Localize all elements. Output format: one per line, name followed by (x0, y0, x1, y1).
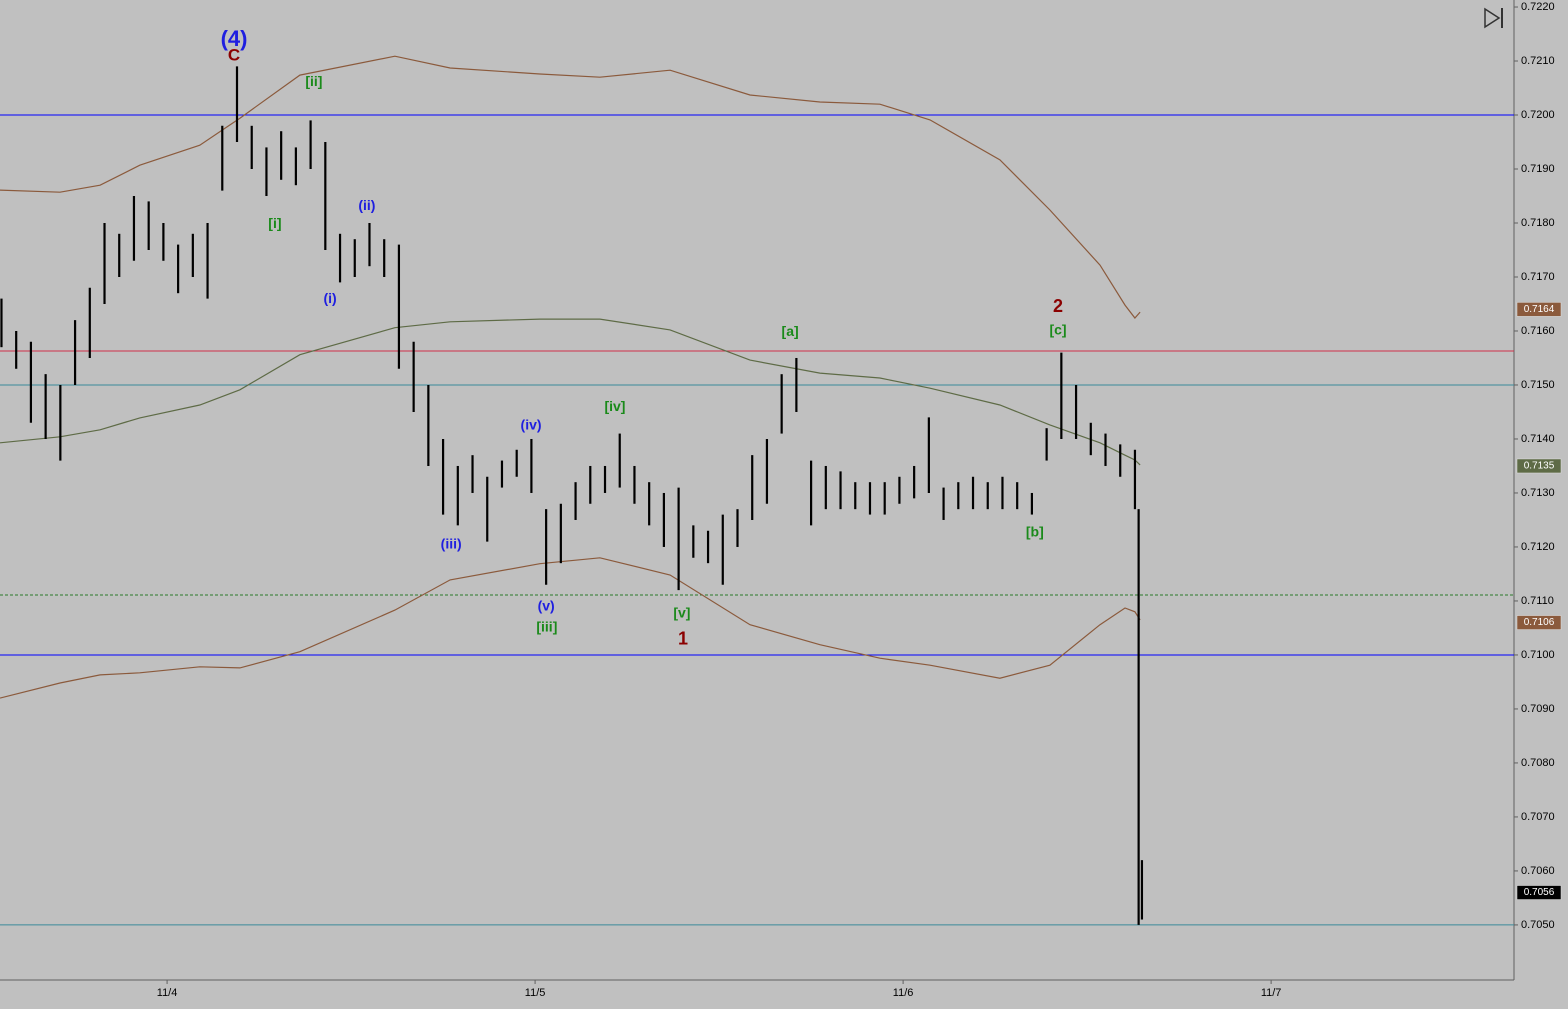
y-tick-label: 0.7170 (1521, 271, 1555, 283)
price-tag (1516, 885, 1562, 900)
wave-label: [b] (1026, 524, 1044, 540)
y-tick-label: 0.7050 (1521, 919, 1555, 931)
y-tick-label: 0.7200 (1521, 109, 1555, 121)
wave-label: (4) (221, 26, 248, 51)
y-tick-label: 0.7060 (1521, 865, 1555, 877)
wave-label: [i] (268, 215, 281, 231)
wave-label: (iii) (441, 536, 462, 552)
y-tick-label: 0.7220 (1521, 1, 1555, 13)
y-tick-label: 0.7210 (1521, 55, 1555, 67)
wave-label: (ii) (358, 197, 375, 213)
y-tick-label: 0.7160 (1521, 325, 1555, 337)
y-tick-label: 0.7140 (1521, 433, 1555, 445)
y-tick-label: 0.7130 (1521, 487, 1555, 499)
x-tick-label: 11/7 (1261, 987, 1282, 999)
wave-label: C (228, 46, 240, 65)
price-tag-label: 0.7106 (1524, 617, 1555, 628)
wave-label: 2 (1053, 296, 1063, 316)
price-tag-label: 0.7135 (1524, 461, 1555, 472)
wave-label: [ii] (305, 73, 322, 89)
end-button[interactable] (1484, 7, 1503, 29)
wave-label: (iv) (521, 417, 542, 433)
price-tag-label: 0.7056 (1524, 887, 1555, 898)
wave-label: (i) (323, 290, 336, 306)
y-tick-label: 0.7100 (1521, 649, 1555, 661)
y-tick-label: 0.7120 (1521, 541, 1555, 553)
wave-label: [v] (673, 605, 690, 621)
wave-label: [iii] (536, 619, 557, 635)
wave-label: [a] (782, 323, 799, 339)
x-tick-label: 11/6 (893, 987, 914, 999)
wave-label: [iv] (604, 398, 625, 414)
wave-label: [c] (1049, 322, 1066, 338)
y-tick-label: 0.7110 (1521, 595, 1554, 607)
y-tick-label: 0.7070 (1521, 811, 1555, 823)
price-tag (1516, 458, 1562, 474)
y-tick-label: 0.7150 (1521, 379, 1555, 391)
band-line (0, 557, 1141, 699)
x-tick-label: 11/5 (525, 987, 546, 999)
price-tag (1516, 302, 1562, 317)
band-line (0, 318, 1141, 466)
wave-label: 1 (678, 629, 688, 649)
y-tick-label: 0.7090 (1521, 703, 1555, 715)
y-tick-label: 0.7180 (1521, 217, 1555, 229)
y-tick-label: 0.7080 (1521, 757, 1555, 769)
price-tag-label: 0.7164 (1524, 304, 1555, 315)
play-icon[interactable] (1484, 7, 1501, 29)
y-tick-label: 0.7190 (1521, 163, 1555, 175)
price-tag (1516, 615, 1562, 630)
wave-label: (v) (538, 598, 555, 614)
band-line (0, 55, 1141, 319)
x-tick-label: 11/4 (157, 987, 178, 999)
